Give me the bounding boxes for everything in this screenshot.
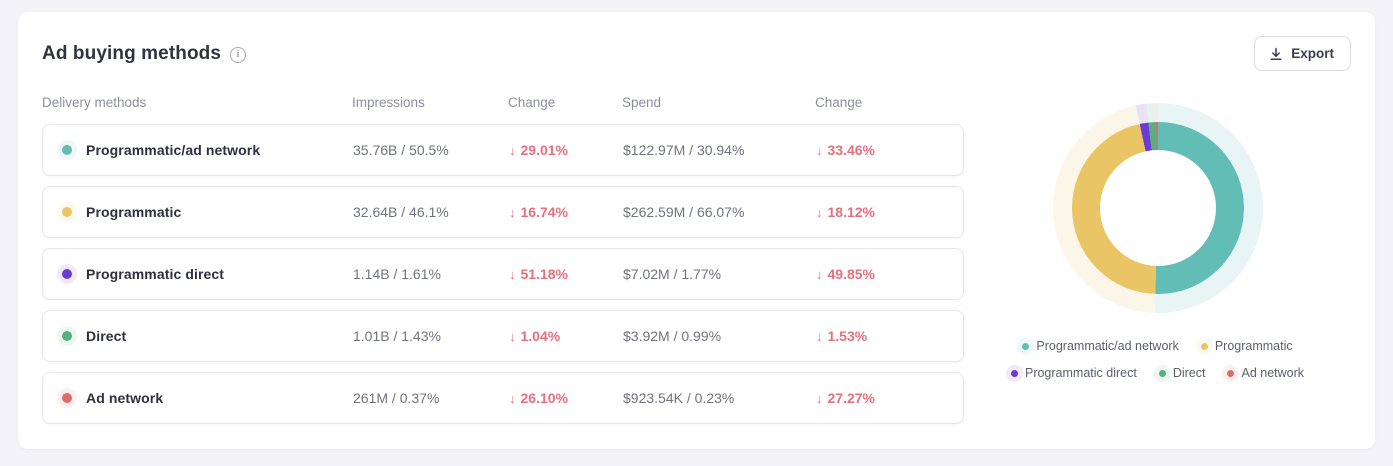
spend-change-value: ↓ 18.12% bbox=[816, 204, 875, 220]
ad-buying-methods-panel: Ad buying methods i Export Delivery meth… bbox=[18, 12, 1375, 449]
legend-label: Ad network bbox=[1241, 366, 1305, 380]
delivery-method-label: Programmatic/ad network bbox=[86, 142, 261, 158]
series-color-dot bbox=[62, 331, 72, 341]
spend-value: $122.97M / 30.94% bbox=[623, 142, 745, 158]
impressions-change-value: ↓ 26.10% bbox=[509, 390, 568, 406]
column-header-impressions-change: Change bbox=[508, 95, 556, 110]
legend-label: Programmatic/ad network bbox=[1036, 339, 1179, 353]
column-header-impressions: Impressions bbox=[352, 95, 425, 110]
impressions-change-value: ↓ 1.04% bbox=[509, 328, 561, 344]
legend-dot bbox=[1010, 369, 1018, 377]
delivery-methods-table: Delivery methods Impressions Change Spen… bbox=[42, 95, 964, 434]
impressions-value: 261M / 0.37% bbox=[353, 390, 440, 406]
legend-label: Programmatic bbox=[1214, 339, 1293, 353]
down-arrow-icon: ↓ bbox=[509, 390, 516, 406]
series-color-dot bbox=[62, 393, 72, 403]
series-color-dot bbox=[62, 269, 72, 279]
legend-label: Programmatic direct bbox=[1024, 366, 1137, 380]
table-row[interactable]: Ad network 261M / 0.37% ↓ 26.10% $923.54K… bbox=[42, 372, 964, 424]
legend-item-ad-network[interactable]: Ad network bbox=[1227, 366, 1304, 380]
series-color-dot bbox=[62, 207, 72, 217]
impressions-change-value: ↓ 16.74% bbox=[509, 204, 568, 220]
legend-item-direct[interactable]: Direct bbox=[1158, 366, 1206, 380]
legend-item-programmatic[interactable]: Programmatic bbox=[1200, 339, 1293, 353]
impressions-value: 35.76B / 50.5% bbox=[353, 142, 449, 158]
column-header-spend-change: Change bbox=[815, 95, 863, 110]
down-arrow-icon: ↓ bbox=[816, 390, 823, 406]
table-row[interactable]: Programmatic 32.64B / 46.1% ↓ 16.74% $262… bbox=[42, 186, 964, 238]
delivery-method-label: Programmatic direct bbox=[86, 266, 225, 282]
panel-header: Ad buying methods i Export bbox=[42, 36, 1351, 71]
impressions-value: 1.14B / 1.61% bbox=[353, 266, 441, 282]
page-title: Ad buying methods bbox=[42, 42, 222, 64]
down-arrow-icon: ↓ bbox=[509, 204, 516, 220]
spend-value: $7.02M / 1.77% bbox=[623, 266, 722, 282]
down-arrow-icon: ↓ bbox=[816, 328, 823, 344]
export-button[interactable]: Export bbox=[1254, 36, 1351, 71]
table-row[interactable]: Direct 1.01B / 1.43% ↓ 1.04% $3.92M / 0.9… bbox=[42, 310, 964, 362]
legend-item-programmatic-ad-network[interactable]: Programmatic/ad network bbox=[1022, 339, 1179, 353]
delivery-method-label: Ad network bbox=[86, 390, 164, 406]
column-header-spend: Spend bbox=[622, 95, 662, 110]
chart-area: Programmatic/ad network Programmatic Pro… bbox=[964, 95, 1351, 434]
table-header-row: Delivery methods Impressions Change Spen… bbox=[42, 95, 964, 110]
down-arrow-icon: ↓ bbox=[816, 142, 823, 158]
spend-value: $262.59M / 66.07% bbox=[623, 204, 745, 220]
spend-value: $3.92M / 0.99% bbox=[623, 328, 722, 344]
chart-legend: Programmatic/ad network Programmatic Pro… bbox=[1010, 339, 1304, 380]
impressions-change-value: ↓ 51.18% bbox=[509, 266, 568, 282]
down-arrow-icon: ↓ bbox=[816, 266, 823, 282]
table-row[interactable]: Programmatic direct 1.14B / 1.61% ↓ 51.18… bbox=[42, 248, 964, 300]
spend-change-value: ↓ 49.85% bbox=[816, 266, 875, 282]
donut-hole bbox=[1099, 150, 1216, 266]
info-icon[interactable]: i bbox=[230, 46, 247, 63]
impressions-value: 1.01B / 1.43% bbox=[353, 328, 441, 344]
series-color-dot bbox=[62, 145, 72, 155]
impressions-value: 32.64B / 46.1% bbox=[353, 204, 449, 220]
down-arrow-icon: ↓ bbox=[509, 142, 516, 158]
donut-chart[interactable] bbox=[1052, 103, 1263, 313]
export-button-label: Export bbox=[1291, 46, 1334, 61]
legend-dot bbox=[1227, 369, 1235, 377]
spend-value: $923.54K / 0.23% bbox=[623, 390, 735, 406]
legend-label: Direct bbox=[1172, 366, 1206, 380]
column-header-delivery-methods: Delivery methods bbox=[42, 95, 147, 110]
legend-item-programmatic-direct[interactable]: Programmatic direct bbox=[1010, 366, 1137, 380]
delivery-method-label: Direct bbox=[86, 328, 127, 344]
legend-dot bbox=[1158, 369, 1166, 377]
impressions-change-value: ↓ 29.01% bbox=[509, 142, 568, 158]
down-arrow-icon: ↓ bbox=[509, 266, 516, 282]
download-icon bbox=[1269, 47, 1283, 61]
legend-dot bbox=[1200, 342, 1208, 350]
down-arrow-icon: ↓ bbox=[816, 204, 823, 220]
spend-change-value: ↓ 27.27% bbox=[816, 390, 875, 406]
table-row[interactable]: Programmatic/ad network 35.76B / 50.5% ↓… bbox=[42, 124, 964, 176]
spend-change-value: ↓ 33.46% bbox=[816, 142, 875, 158]
spend-change-value: ↓ 1.53% bbox=[816, 328, 868, 344]
delivery-method-label: Programmatic bbox=[86, 204, 182, 220]
legend-dot bbox=[1022, 342, 1030, 350]
down-arrow-icon: ↓ bbox=[509, 328, 516, 344]
